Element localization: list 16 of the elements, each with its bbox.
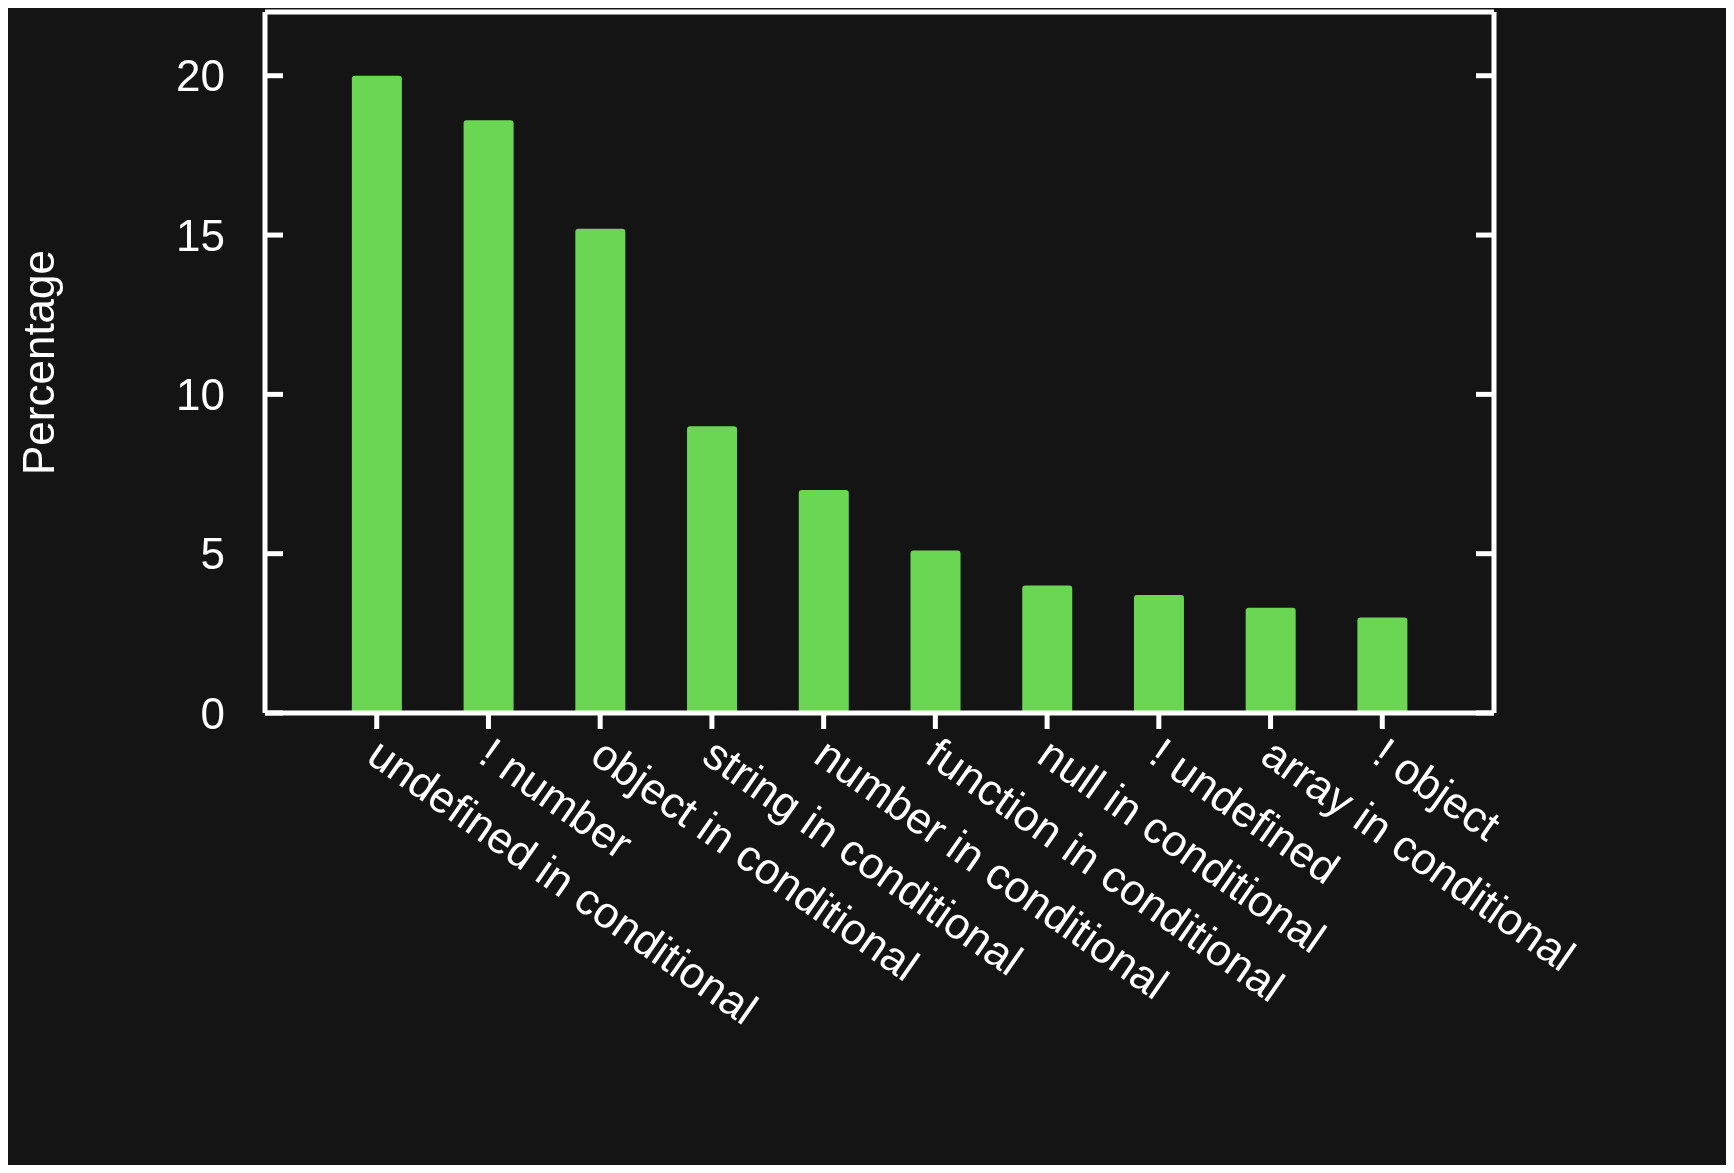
bar [1357,617,1408,713]
bar [1245,607,1296,713]
bar [1022,585,1073,713]
bar [575,228,626,713]
bar [463,120,514,713]
bar [910,550,961,713]
bar [351,75,402,713]
y-tick-label: 10 [176,369,225,419]
y-tick-label: 0 [200,688,225,738]
y-tick-label: 20 [176,51,225,101]
bar [687,426,738,713]
y-tick-label: 5 [200,529,225,579]
bar [1133,595,1184,713]
y-tick-label: 15 [176,210,225,260]
y-axis-title: Percentage [13,249,63,476]
bar [798,489,849,713]
